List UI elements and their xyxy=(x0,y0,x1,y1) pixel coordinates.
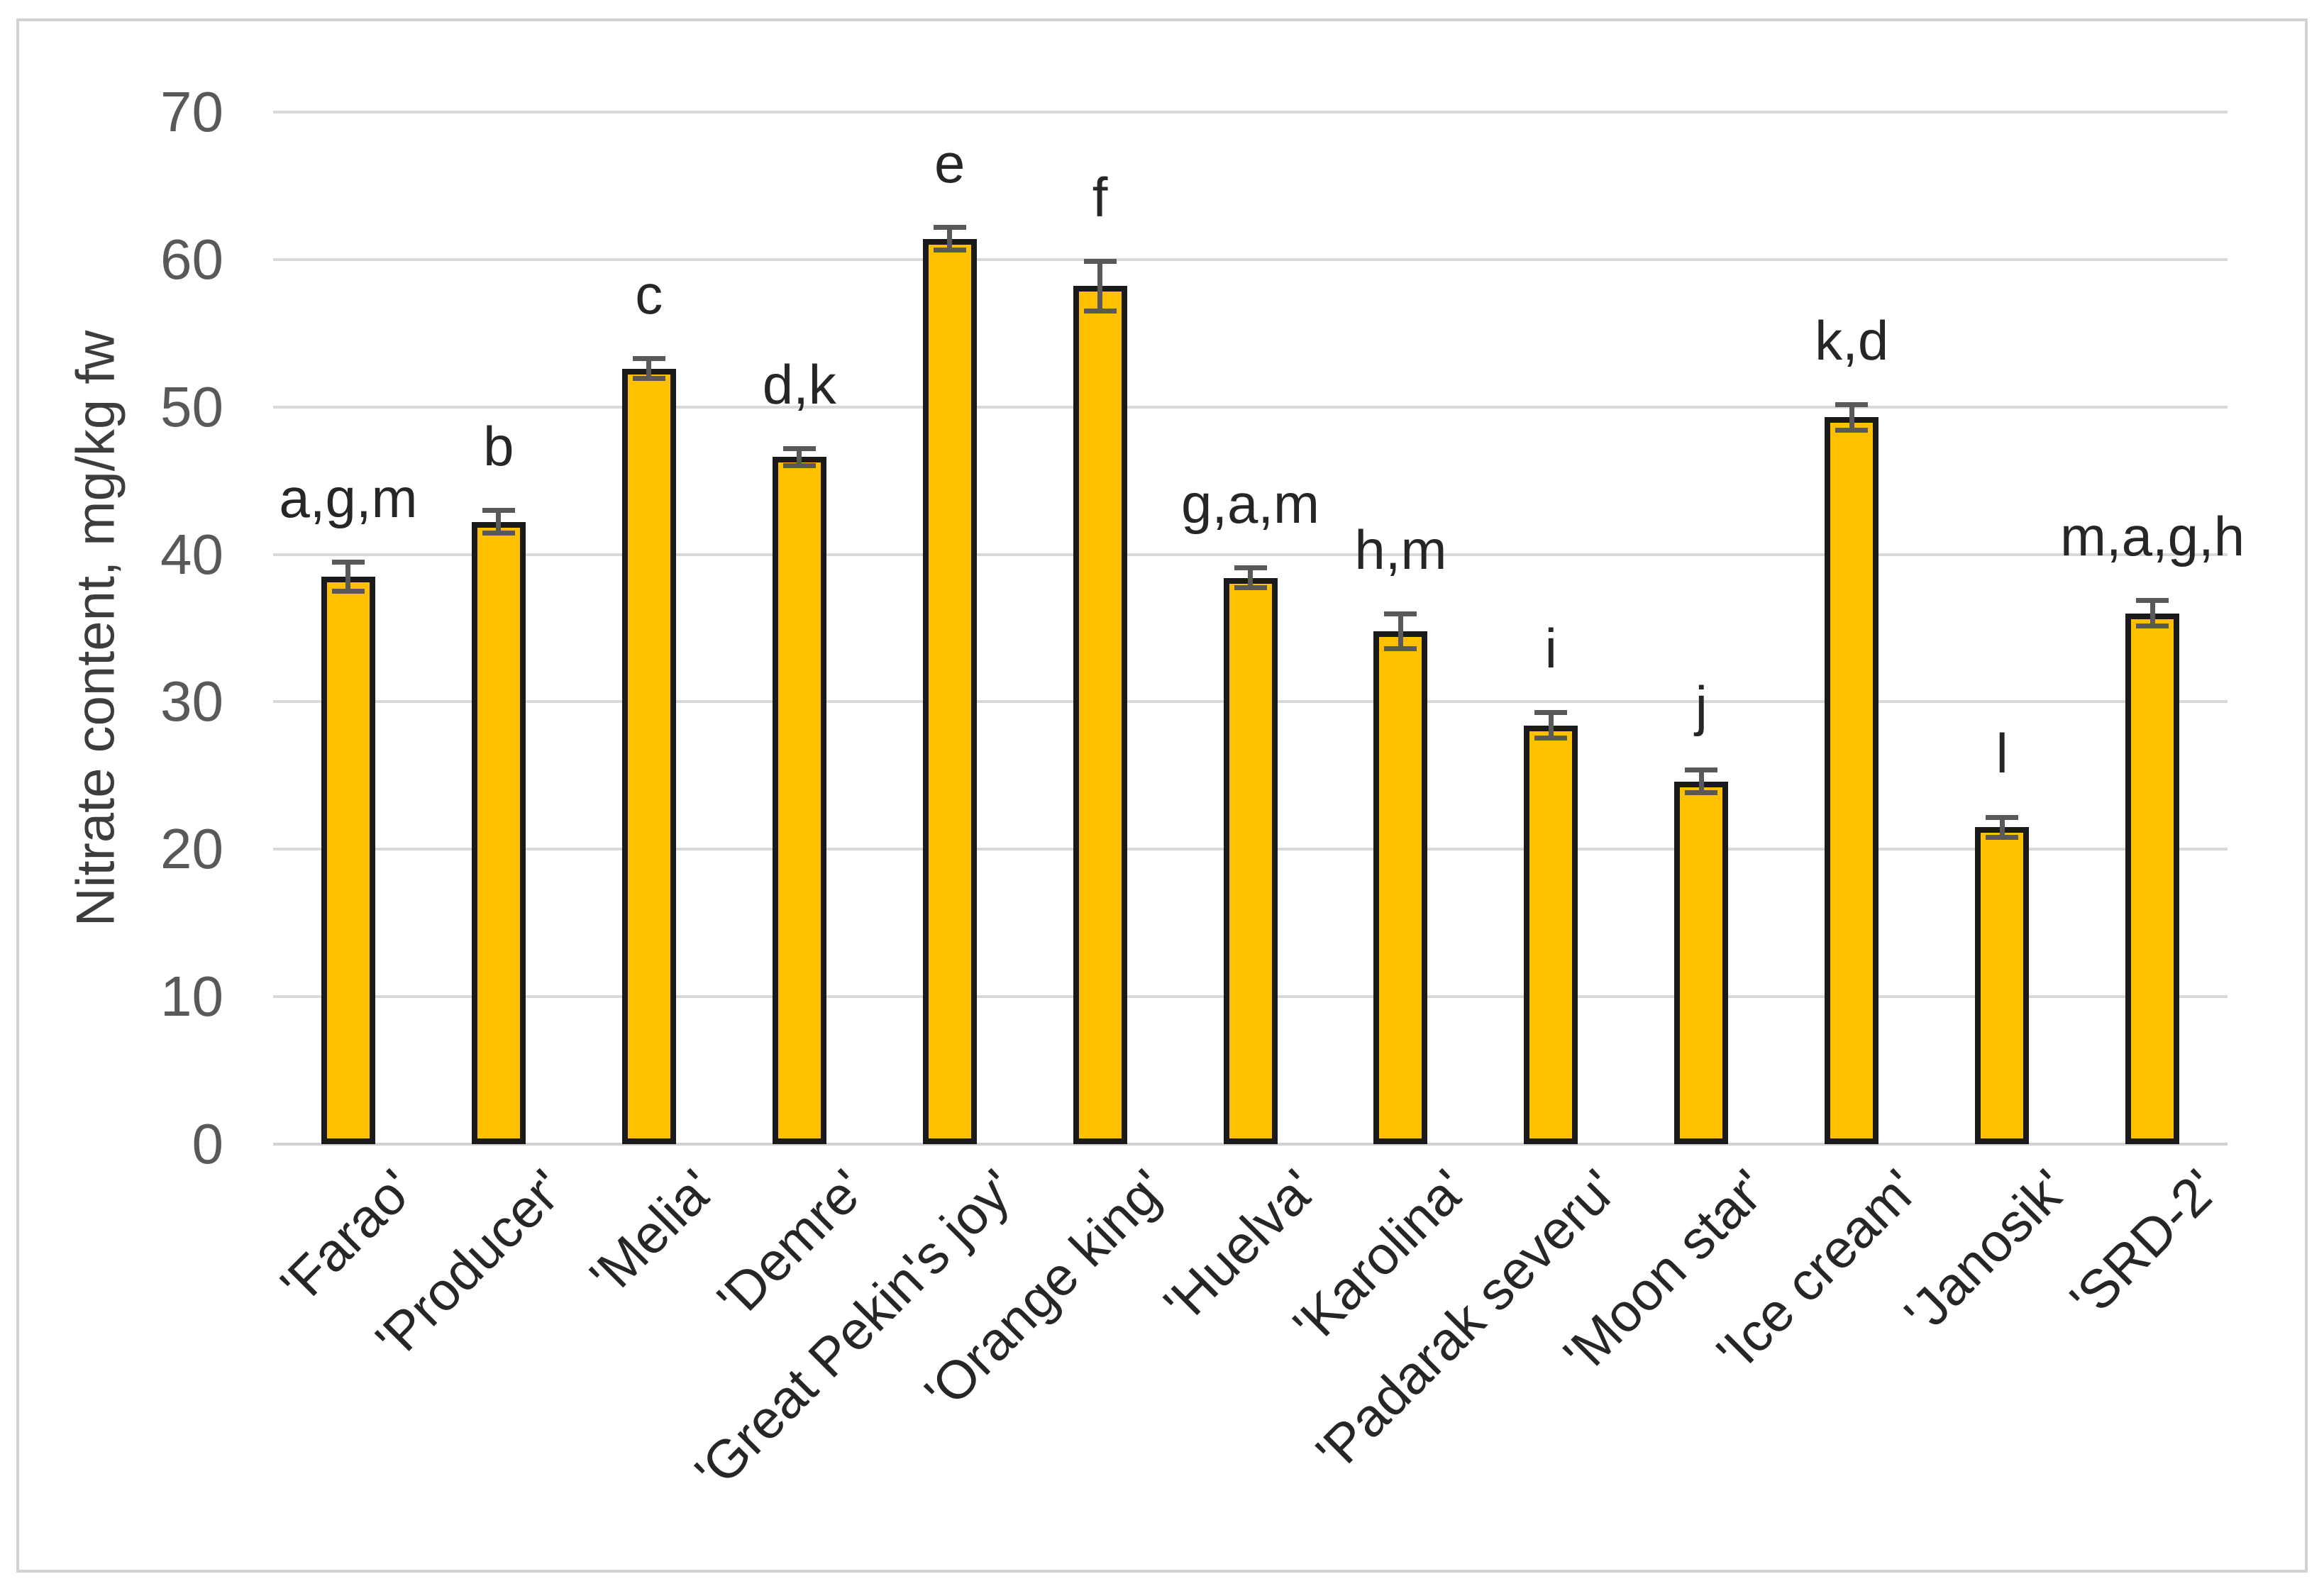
y-gridline xyxy=(273,553,2228,556)
bar xyxy=(1223,577,1278,1144)
bar xyxy=(621,368,676,1144)
chart-outer-border xyxy=(16,18,2308,1573)
y-gridline xyxy=(273,257,2228,261)
y-tick-label: 40 xyxy=(160,522,223,586)
x-category-label: 'Janosik' xyxy=(1893,1158,2081,1345)
significance-label: a,g,m xyxy=(279,466,418,529)
error-bar-cap-top xyxy=(1083,258,1117,264)
error-bar xyxy=(646,358,652,379)
x-category-label: 'Melia' xyxy=(578,1158,727,1307)
error-bar xyxy=(1548,711,1554,739)
significance-label: l xyxy=(1996,721,2008,785)
error-bar xyxy=(1398,613,1403,649)
error-bar xyxy=(1248,567,1253,589)
error-bar-cap-bottom xyxy=(1685,790,1718,796)
bar xyxy=(1524,725,1578,1144)
significance-label: b xyxy=(483,415,514,478)
error-bar-cap-bottom xyxy=(331,588,365,594)
significance-label: d,k xyxy=(762,353,836,416)
y-tick-label: 20 xyxy=(160,817,223,881)
error-bar-cap-bottom xyxy=(782,462,816,468)
error-bar-cap-top xyxy=(482,508,515,514)
error-bar-cap-top xyxy=(933,225,966,231)
significance-label: i xyxy=(1544,616,1558,680)
error-bar xyxy=(2149,600,2155,627)
y-tick-label: 50 xyxy=(160,375,223,438)
significance-label: f xyxy=(1092,165,1108,228)
error-bar-cap-bottom xyxy=(1986,834,2019,840)
error-bar-cap-top xyxy=(632,356,665,362)
error-bar-cap-bottom xyxy=(2136,623,2169,629)
bar xyxy=(2125,613,2180,1144)
significance-label: e xyxy=(934,132,965,195)
y-tick-label: 0 xyxy=(192,1112,224,1175)
error-bar xyxy=(797,448,802,466)
bar xyxy=(922,238,977,1144)
error-bar-cap-top xyxy=(1986,814,2019,820)
y-tick-label: 60 xyxy=(160,227,223,291)
significance-label: g,a,m xyxy=(1180,472,1320,536)
error-bar xyxy=(1097,260,1103,311)
error-bar xyxy=(947,227,953,251)
error-bar-cap-bottom xyxy=(1083,308,1117,314)
y-tick-label: 30 xyxy=(160,670,223,733)
y-gridline xyxy=(273,405,2228,409)
error-bar-cap-bottom xyxy=(632,376,665,382)
significance-label: j xyxy=(1695,675,1708,738)
error-bar-cap-bottom xyxy=(933,248,966,253)
error-bar-cap-top xyxy=(1835,401,1869,407)
error-bar-cap-top xyxy=(1234,565,1267,571)
significance-label: m,a,g,h xyxy=(2059,505,2245,567)
bar xyxy=(1373,631,1428,1144)
significance-label: h,m xyxy=(1354,518,1447,581)
error-bar-cap-top xyxy=(1534,709,1568,715)
significance-label: k,d xyxy=(1815,309,1889,372)
error-bar xyxy=(496,510,502,534)
error-bar-cap-bottom xyxy=(1384,645,1417,651)
error-bar-cap-bottom xyxy=(482,531,515,536)
bar xyxy=(471,521,526,1144)
y-gridline xyxy=(273,111,2228,113)
error-bar xyxy=(1999,816,2005,838)
error-bar xyxy=(1698,770,1704,794)
error-bar-cap-top xyxy=(1685,767,1718,773)
error-bar xyxy=(1849,404,1854,431)
error-bar-cap-top xyxy=(1384,611,1417,616)
bar xyxy=(1073,286,1127,1144)
error-bar xyxy=(345,561,351,592)
bar xyxy=(321,576,375,1144)
x-axis-line xyxy=(273,1143,2228,1146)
error-bar-cap-bottom xyxy=(1534,736,1568,741)
error-bar-cap-top xyxy=(331,559,365,565)
bar xyxy=(1975,827,2030,1144)
bar xyxy=(1674,781,1729,1144)
error-bar-cap-bottom xyxy=(1234,585,1267,591)
error-bar-cap-top xyxy=(782,445,816,451)
y-tick-label: 70 xyxy=(160,80,223,143)
bar xyxy=(772,457,826,1144)
y-tick-label: 10 xyxy=(160,965,223,1029)
error-bar-cap-top xyxy=(2136,598,2169,603)
bar xyxy=(1825,417,1879,1144)
error-bar-cap-bottom xyxy=(1835,427,1869,433)
x-category-label: 'SRD-2' xyxy=(2059,1158,2231,1330)
significance-label: c xyxy=(635,263,663,326)
